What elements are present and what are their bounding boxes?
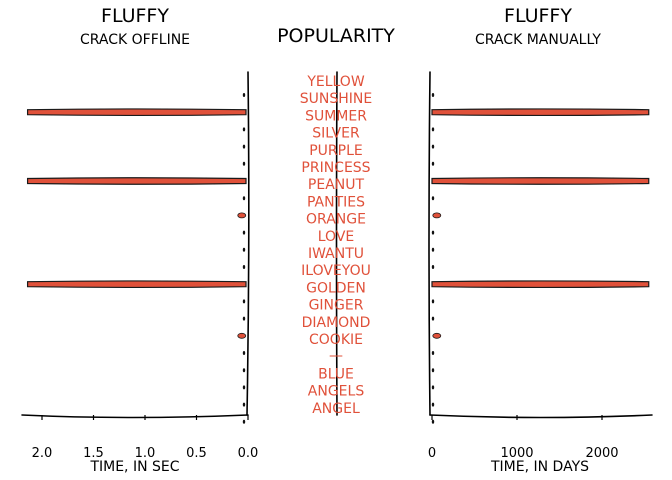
category-label: PRINCESS <box>301 160 370 176</box>
right-bar-tick <box>431 247 435 252</box>
right-bar-tick <box>431 316 435 321</box>
left-bar-group <box>26 93 247 424</box>
left-tick-label: 1.0 <box>135 446 156 461</box>
category-label: PANTIES <box>307 194 365 210</box>
left-bar-tick <box>242 265 246 269</box>
left-bar-tick <box>242 316 246 321</box>
category-label: YELLOW <box>306 74 365 90</box>
category-label: GOLDEN <box>306 280 366 296</box>
category-label: SILVER <box>312 126 360 142</box>
category-label: ILOVEYOU <box>301 263 371 279</box>
left-bar-tick <box>242 161 246 166</box>
right-bar-tick <box>431 196 435 201</box>
left-tick-label: 2.0 <box>32 446 53 461</box>
right-bar-tick <box>431 127 435 132</box>
left-y-axis <box>246 71 250 416</box>
right-bar-group <box>431 93 650 424</box>
left-bar-tick <box>242 230 246 235</box>
right-bar <box>432 332 442 339</box>
right-bar-tick <box>431 161 435 166</box>
right-bar <box>431 108 650 117</box>
left-bar-tick <box>242 385 246 390</box>
left-tick-group: 2.0 1.5 1.0 0.5 0.0 <box>32 415 259 461</box>
category-label: COOKIE <box>309 332 363 348</box>
left-bar-tick <box>242 368 246 373</box>
category-label: — <box>329 348 343 364</box>
right-bar-tick <box>431 368 435 373</box>
left-bar-tick <box>242 144 246 149</box>
left-bar-tick <box>242 351 246 355</box>
category-label: GINGER <box>309 298 364 314</box>
left-bar <box>237 212 247 219</box>
right-tick-label: 1000 <box>500 446 533 461</box>
middle-center-line <box>335 71 338 416</box>
right-bar <box>431 280 650 289</box>
right-bar <box>432 212 442 219</box>
left-bar-tick <box>242 93 246 97</box>
right-bar-tick <box>431 402 435 407</box>
right-title: FLUFFY <box>504 5 572 27</box>
right-x-axis <box>429 414 653 419</box>
left-bar-tick <box>242 247 246 252</box>
left-tick-label: 0.5 <box>186 446 207 461</box>
right-bar-tick <box>431 419 435 424</box>
left-bar-tick <box>242 127 246 132</box>
left-bar <box>26 108 247 117</box>
left-bar <box>237 332 247 339</box>
left-x-axis <box>21 414 249 419</box>
category-label: SUNSHINE <box>300 91 372 107</box>
category-label: ORANGE <box>306 212 366 228</box>
left-bar <box>26 177 247 185</box>
left-bar-tick <box>242 402 246 407</box>
left-tick-label: 1.5 <box>83 446 104 461</box>
right-bar-tick <box>431 265 435 269</box>
middle-title: POPULARITY <box>277 25 395 47</box>
right-bar-tick <box>431 385 435 390</box>
category-label: BLUE <box>318 366 354 382</box>
right-bar-tick <box>431 351 435 355</box>
category-label: LOVE <box>318 229 355 245</box>
right-bar-tick <box>431 230 435 235</box>
category-label: IWANTU <box>308 246 364 262</box>
left-tick-label: 0.0 <box>238 446 259 461</box>
right-subtitle: CRACK MANUALLY <box>475 32 601 48</box>
left-bar <box>26 280 247 289</box>
left-x-label: TIME, IN SEC <box>89 459 179 475</box>
left-bar-tick <box>242 196 246 201</box>
category-label: SUMMER <box>305 108 367 124</box>
right-bar <box>431 177 650 185</box>
left-bar-tick <box>242 299 246 304</box>
right-tick-label: 2000 <box>585 446 618 461</box>
left-title: FLUFFY <box>101 5 169 27</box>
right-bar-tick <box>431 299 435 304</box>
left-subtitle: CRACK OFFLINE <box>80 32 190 48</box>
right-bar-tick <box>431 93 435 97</box>
category-label: ANGEL <box>312 401 360 417</box>
category-label: PEANUT <box>308 177 365 193</box>
category-label: PURPLE <box>309 143 363 159</box>
category-label: DIAMOND <box>302 315 371 331</box>
right-bar-tick <box>431 144 435 149</box>
category-label: ANGELS <box>308 384 365 400</box>
left-bar-tick <box>242 419 246 424</box>
right-x-label: TIME, IN DAYS <box>490 459 589 475</box>
right-y-axis <box>428 71 431 416</box>
right-tick-label: 0 <box>428 446 436 461</box>
right-tick-group: 0 1000 2000 <box>428 415 619 461</box>
